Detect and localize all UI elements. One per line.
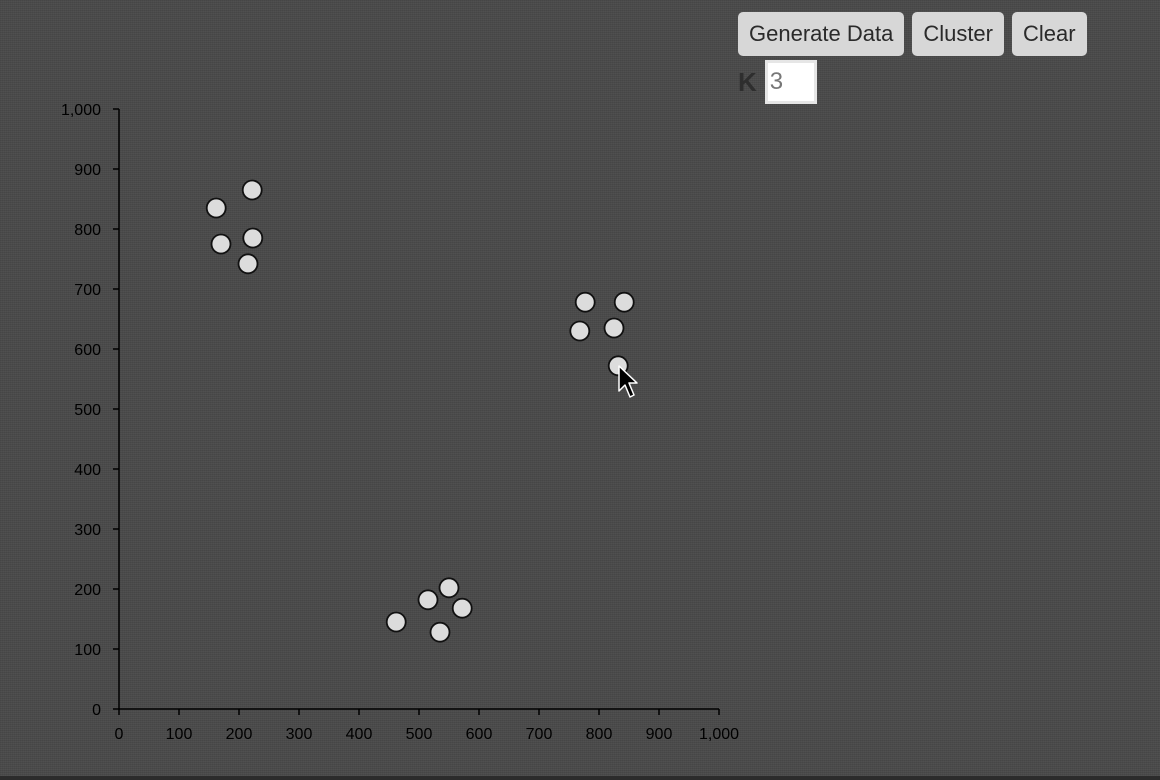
y-tick-label: 100 — [74, 642, 101, 659]
y-tick-label: 1,000 — [61, 102, 101, 119]
y-axis: 0 100 200 300 400 500 600 700 800 900 1,000 — [61, 102, 120, 719]
data-point — [569, 320, 591, 342]
bottom-border — [0, 776, 1160, 780]
mouse-cursor-icon — [618, 365, 638, 398]
data-point — [451, 597, 473, 619]
clear-button[interactable]: Clear — [1012, 12, 1087, 56]
x-tick-label: 700 — [526, 726, 553, 743]
data-point — [385, 611, 407, 633]
y-tick-label: 900 — [74, 162, 101, 179]
data-point — [429, 621, 451, 643]
x-tick-label: 200 — [226, 726, 253, 743]
y-tick-label: 400 — [74, 462, 101, 479]
x-tick-label: 100 — [166, 726, 193, 743]
data-point — [438, 577, 460, 599]
cluster-button[interactable]: Cluster — [912, 12, 1004, 56]
x-tick-label: 900 — [646, 726, 673, 743]
y-tick-label: 600 — [74, 342, 101, 359]
y-tick-label: 200 — [74, 582, 101, 599]
y-tick-label: 800 — [74, 222, 101, 239]
y-tick-label: 700 — [74, 282, 101, 299]
x-tick-label: 600 — [466, 726, 493, 743]
k-input[interactable] — [764, 60, 817, 104]
y-tick-label: 500 — [74, 402, 101, 419]
x-tick-label: 800 — [586, 726, 613, 743]
x-tick-label: 0 — [115, 726, 124, 743]
data-point — [210, 233, 232, 255]
data-point — [417, 589, 439, 611]
data-point — [603, 317, 625, 339]
data-point — [613, 291, 635, 313]
button-row: Generate Data Cluster Clear — [738, 12, 1087, 56]
data-point — [241, 179, 263, 201]
x-axis: 0 100 200 300 400 500 600 700 800 900 1,000 — [115, 708, 739, 743]
x-tick-label: 300 — [286, 726, 313, 743]
k-label: K — [738, 66, 757, 97]
generate-data-button[interactable]: Generate Data — [738, 12, 905, 56]
y-tick-label: 0 — [92, 702, 101, 719]
x-tick-label: 500 — [406, 726, 433, 743]
data-point — [242, 227, 264, 249]
data-point — [205, 197, 227, 219]
y-tick-label: 300 — [74, 522, 101, 539]
data-point — [237, 253, 259, 275]
k-row: K — [738, 60, 1087, 104]
controls-panel: Generate Data Cluster Clear K — [738, 12, 1087, 104]
x-tick-label: 400 — [346, 726, 373, 743]
data-point — [574, 291, 596, 313]
data-points — [205, 179, 635, 643]
x-tick-label: 1,000 — [699, 726, 739, 743]
